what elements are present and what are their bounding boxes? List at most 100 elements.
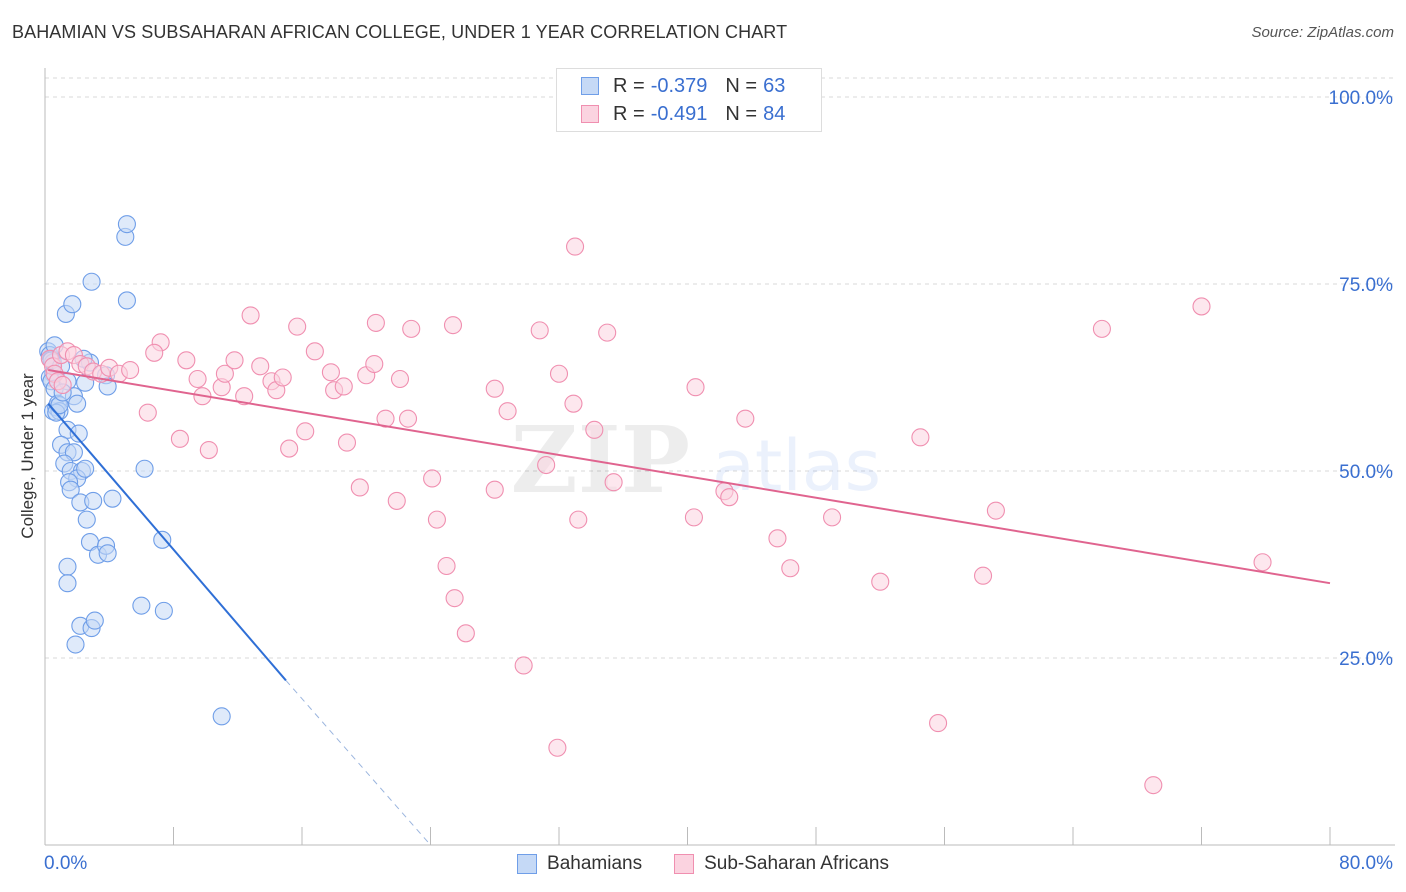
subsaharan-point (288, 317, 307, 336)
bahamian-point (68, 394, 87, 413)
data-points (39, 215, 1272, 795)
subsaharan-point (598, 323, 617, 342)
subsaharan-point (986, 501, 1005, 520)
subsaharan-point (1253, 553, 1272, 572)
subsaharan-point (225, 351, 244, 370)
subsaharan-point (337, 433, 357, 452)
r-label: R = (613, 74, 645, 97)
subsaharan-point (1144, 776, 1163, 795)
subsaharan-point (585, 420, 604, 439)
subsaharan-point (170, 429, 189, 448)
legend-label: Sub-Saharan Africans (704, 853, 889, 874)
bahamian-point (77, 510, 96, 529)
subsaharan-point (456, 624, 475, 643)
subsaharan-point (365, 354, 384, 374)
bahamian-point (84, 491, 103, 510)
y-tick-label: 75.0% (1339, 275, 1393, 296)
bahamian-point (85, 611, 104, 630)
bahamian-point (61, 480, 80, 499)
subsaharan-point (199, 441, 218, 460)
subsaharan-point (871, 572, 890, 591)
subsaharan-point (390, 369, 410, 389)
subsaharan-point (402, 319, 421, 338)
subsaharan-point (305, 342, 324, 361)
n-label: N = (725, 102, 758, 125)
subsaharan-point (684, 508, 703, 527)
subsaharan-point (350, 478, 369, 497)
subsaharan-point (929, 714, 948, 733)
subsaharan-point (445, 589, 464, 608)
subsaharan-point (366, 313, 385, 332)
subsaharan-trend-line (48, 369, 1331, 585)
subsaharan-point (604, 473, 623, 492)
subsaharan-point (437, 556, 456, 576)
correlation-legend: R = -0.379 N = 63 R = -0.491 N = 84 (556, 68, 822, 132)
subsaharan-point (514, 656, 533, 675)
subsaharan-point (177, 351, 196, 370)
subsaharan-point (321, 363, 340, 382)
tick-labels: 25.0% 50.0% 75.0% 100.0% 0.0% 80.0% (44, 88, 1393, 874)
y-tick-label: 50.0% (1339, 462, 1393, 483)
axes (44, 68, 1395, 846)
r-label: R = (613, 102, 645, 125)
subsaharan-point (145, 343, 164, 362)
x-tick-label: 0.0% (44, 853, 87, 874)
bahamian-point (154, 601, 173, 620)
subsaharan-point (427, 510, 446, 529)
subsaharan-point (736, 409, 755, 428)
legend-item-bahamians[interactable]: Bahamians (517, 853, 642, 875)
subsaharan-point (398, 409, 418, 428)
subsaharan-point (566, 237, 585, 256)
legend-item-subsaharan[interactable]: Sub-Saharan Africans (674, 853, 889, 875)
trend-lines (47, 369, 1331, 846)
subsaharan-point (273, 368, 292, 387)
bahamian-point (132, 596, 151, 615)
subsaharan-point (251, 357, 270, 376)
subsaharan-point (498, 402, 517, 421)
r-value: -0.379 (650, 74, 708, 97)
bahamian-point (76, 459, 95, 478)
subsaharan-point (376, 409, 395, 428)
series-legend: Bahamians Sub-Saharan Africans (0, 852, 1406, 876)
bahamian-point (103, 489, 122, 508)
bahamian-point (98, 544, 117, 563)
subsaharan-point (823, 508, 842, 527)
subsaharan-point (485, 379, 504, 398)
bahamian-point (58, 557, 77, 576)
subsaharan-point (235, 387, 254, 406)
subsaharan-point (549, 364, 569, 383)
subsaharan-point (121, 360, 140, 380)
bahamian-trend-line (47, 403, 287, 682)
subsaharan-point (1092, 319, 1111, 338)
subsaharan-point (334, 377, 353, 396)
legend-label: Bahamians (547, 853, 643, 874)
r-value: -0.491 (650, 102, 708, 125)
legend-row-subsaharan: R = -0.491 N = 84 (581, 101, 785, 127)
gridlines (45, 77, 1395, 659)
subsaharan-point (138, 403, 157, 422)
subsaharan-point (443, 316, 463, 335)
watermark-zip: ZIP (511, 406, 690, 514)
subsaharan-point (296, 422, 315, 441)
bahamian-point (135, 459, 154, 478)
bahamian-trend-extension (285, 680, 431, 846)
subsaharan-point (530, 321, 549, 340)
subsaharan-point (768, 529, 787, 548)
subsaharan-point (1192, 297, 1211, 316)
bahamian-point (58, 574, 77, 593)
subsaharan-point (241, 306, 260, 325)
subsaharan-point (215, 364, 234, 383)
subsaharan-point (781, 559, 800, 578)
subsaharan-point (686, 378, 705, 397)
legend-swatch-pink (581, 105, 599, 123)
legend-swatch-pink (674, 854, 695, 874)
bahamian-point (117, 215, 136, 234)
bahamian-point (117, 291, 136, 310)
subsaharan-point (387, 491, 406, 510)
bahamian-point (82, 272, 101, 291)
bahamian-point (69, 424, 88, 443)
subsaharan-point (569, 510, 588, 529)
x-tick-label: 80.0% (1339, 853, 1393, 874)
subsaharan-point (911, 428, 930, 447)
